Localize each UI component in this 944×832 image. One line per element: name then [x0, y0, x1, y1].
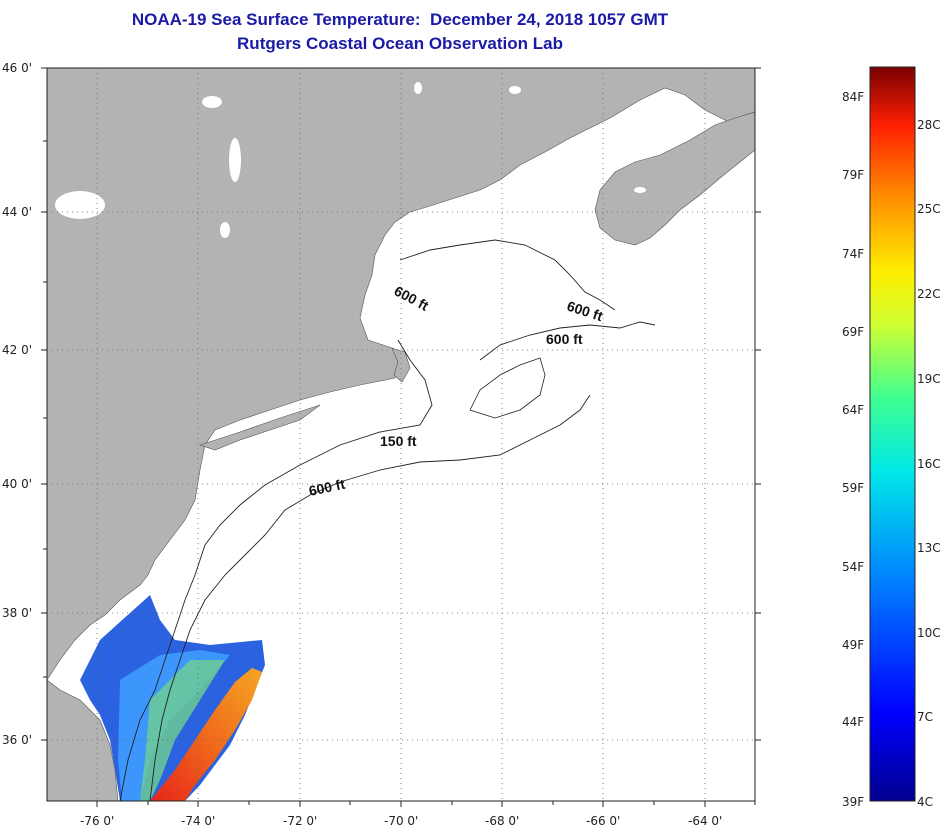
- lake: [229, 138, 241, 182]
- lat-label: 38 0': [2, 606, 32, 620]
- contour-label: 600 ft: [307, 476, 346, 499]
- colorbar-c-label: 10C: [917, 626, 941, 640]
- sst-swath-mid: [140, 660, 225, 801]
- contour-600ft-north: [399, 239, 616, 311]
- colorbar-f-label: 69F: [842, 325, 864, 339]
- colorbar-f-label: 39F: [842, 795, 864, 809]
- colorbar-c-label: 13C: [917, 541, 941, 555]
- lat-label: 36 0': [2, 733, 32, 747]
- contour-600ft-gulf: [479, 321, 656, 361]
- colorbar-c-label: 4C: [917, 795, 933, 809]
- lat-label: 42 0': [2, 343, 32, 357]
- lake: [414, 82, 422, 94]
- sst-gulf-stream: [150, 668, 262, 801]
- colorbar-f-label: 84F: [842, 90, 864, 104]
- colorbar-f-label: 79F: [842, 168, 864, 182]
- lake: [202, 96, 222, 108]
- contour-label: 600 ft: [546, 331, 583, 347]
- lon-label: -68 0': [485, 814, 519, 828]
- lon-label: -72 0': [283, 814, 317, 828]
- colorbar-f-labels: 84F 79F 74F 69F 64F 59F 54F 49F 44F 39F: [842, 90, 864, 809]
- lat-label: 40 0': [2, 477, 32, 491]
- colorbar-c-label: 7C: [917, 710, 933, 724]
- map-title: NOAA-19 Sea Surface Temperature: Decembe…: [131, 10, 669, 29]
- axis-ticks: [41, 67, 761, 807]
- contour-georges-bank: [469, 357, 546, 419]
- colorbar-c-label: 22C: [917, 287, 941, 301]
- land-delmarva: [47, 679, 119, 801]
- land-mainland: [47, 68, 755, 681]
- lon-label: -64 0': [688, 814, 722, 828]
- land-nova-scotia: [594, 111, 755, 246]
- lake: [634, 187, 646, 193]
- map-subtitle: Rutgers Coastal Ocean Observation Lab: [237, 34, 563, 53]
- colorbar-f-label: 54F: [842, 560, 864, 574]
- lat-label: 46 0': [2, 61, 32, 75]
- contour-150ft: [119, 339, 433, 801]
- lake: [220, 222, 230, 238]
- lon-label: -66 0': [586, 814, 620, 828]
- graticule: [47, 68, 755, 801]
- colorbar-c-label: 28C: [917, 118, 941, 132]
- colorbar-c-label: 25C: [917, 202, 941, 216]
- colorbar-f-label: 59F: [842, 481, 864, 495]
- colorbar-c-label: 16C: [917, 457, 941, 471]
- colorbar-f-label: 44F: [842, 715, 864, 729]
- contour-600ft-south: [149, 394, 591, 801]
- colorbar: [869, 66, 916, 802]
- lon-label: -74 0': [181, 814, 215, 828]
- colorbar-f-label: 64F: [842, 403, 864, 417]
- lake: [55, 191, 105, 219]
- land-long-island: [199, 404, 321, 451]
- lat-label: 44 0': [2, 205, 32, 219]
- colorbar-c-label: 19C: [917, 372, 941, 386]
- colorbar-f-label: 49F: [842, 638, 864, 652]
- lake: [509, 86, 521, 94]
- lon-label: -70 0': [384, 814, 418, 828]
- colorbar-f-label: 74F: [842, 247, 864, 261]
- lon-label: -76 0': [80, 814, 114, 828]
- colorbar-c-labels: 28C 25C 22C 19C 16C 13C 10C 7C 4C: [917, 118, 941, 809]
- contour-label: 150 ft: [380, 433, 417, 449]
